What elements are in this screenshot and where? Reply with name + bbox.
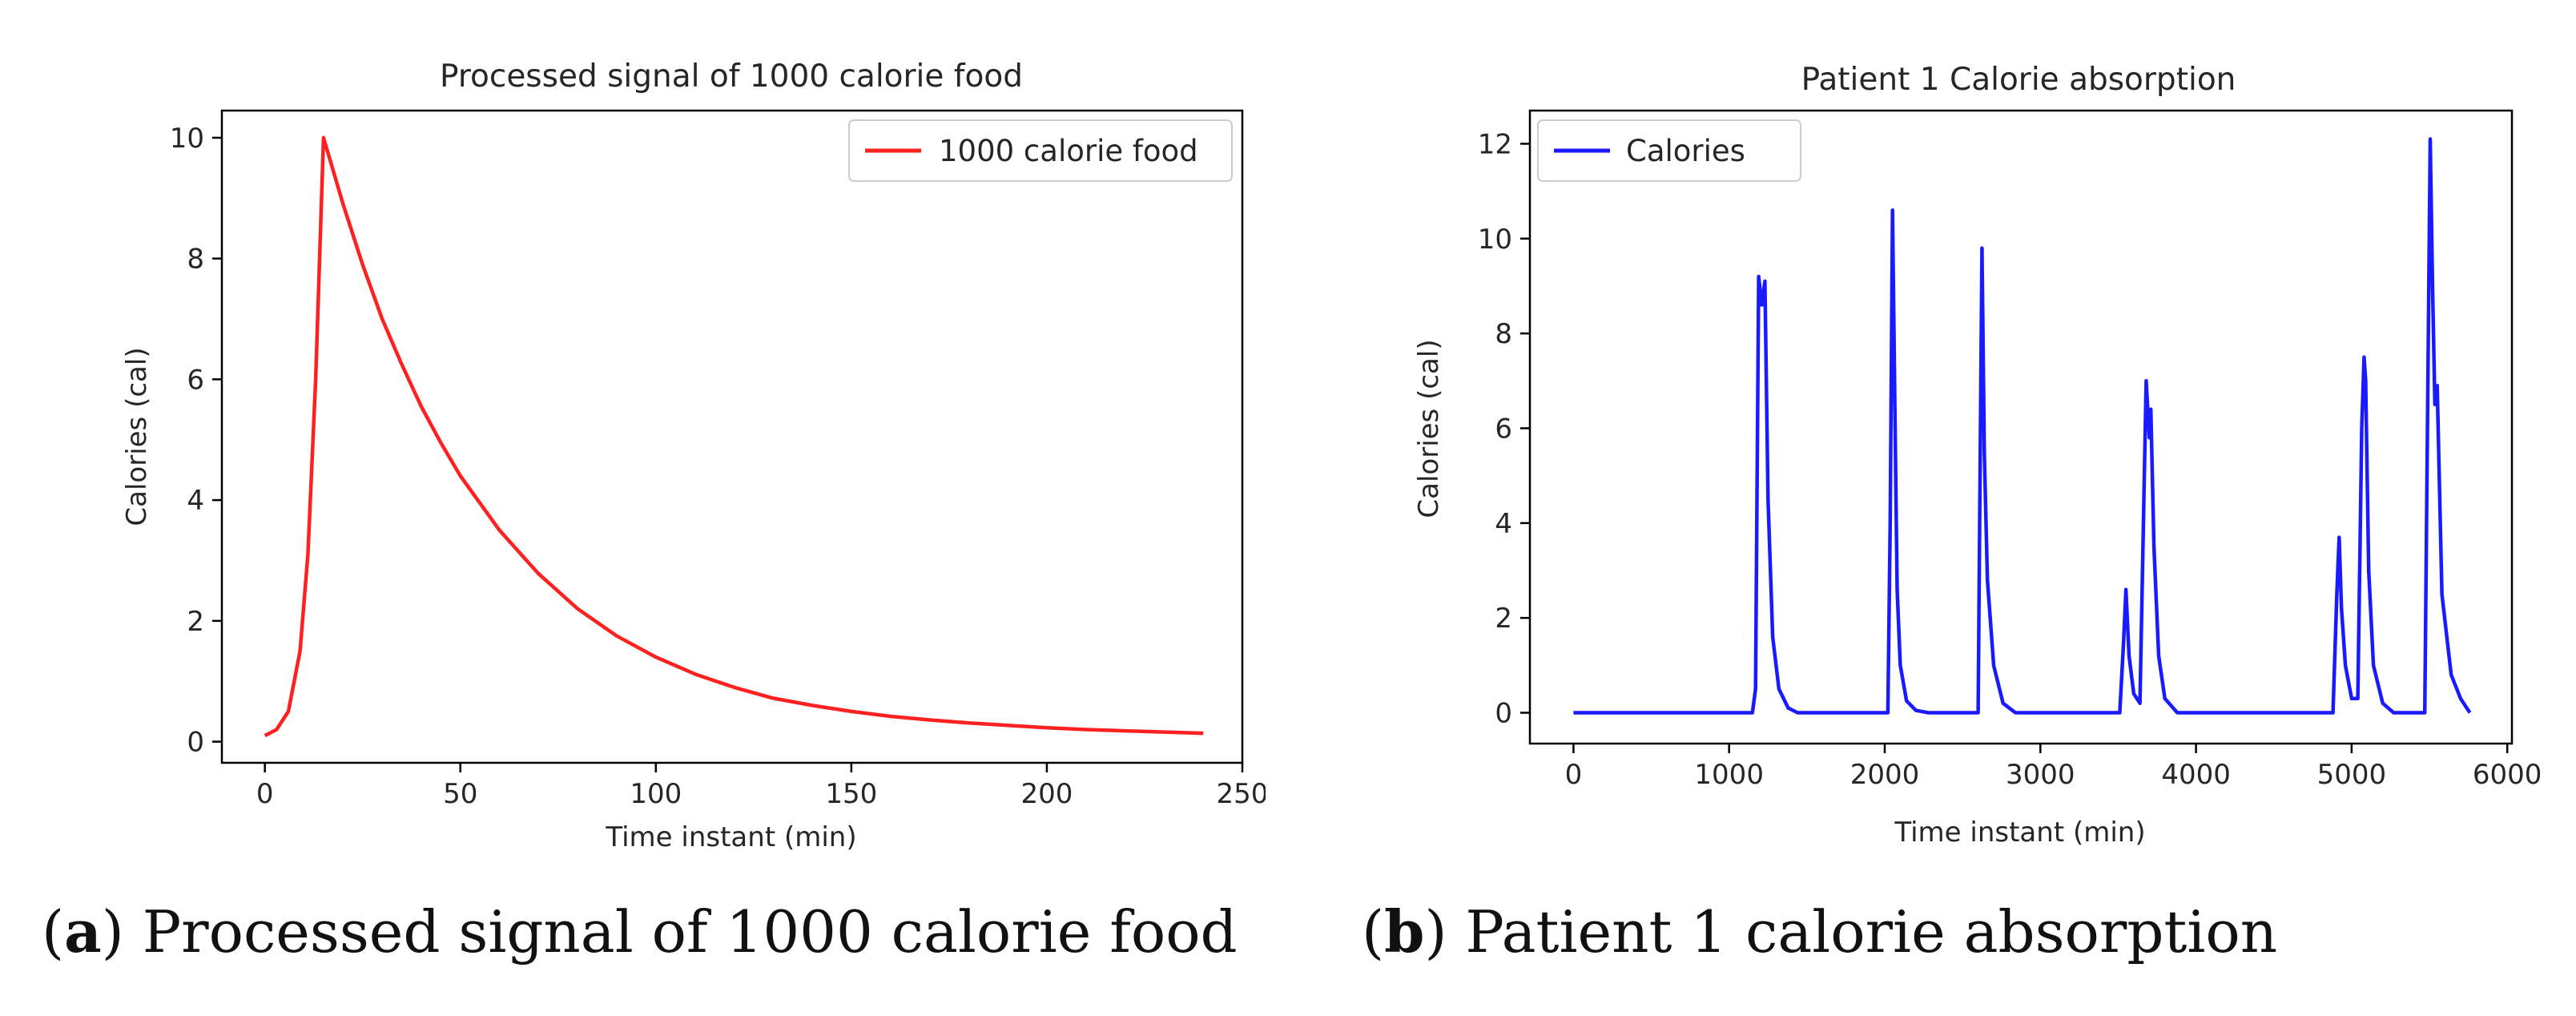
chart-1-ytick-label: 6 — [1495, 413, 1512, 445]
chart-b-xlabel: Time instant (min) — [1894, 816, 2145, 849]
caption-b: (b) Patient 1 calorie absorption — [1362, 897, 2278, 966]
chart-1-ytick-label: 10 — [1478, 224, 1512, 256]
chart-0-ytick-label: 4 — [187, 485, 204, 517]
chart-a-ylabel: Calories (cal) — [121, 347, 153, 526]
chart-b-legend: Calories — [1537, 119, 1801, 182]
caption-a-text: Processed signal of 1000 calorie food — [142, 898, 1238, 966]
chart-1-series-line — [1573, 137, 2472, 715]
chart-a-title: Processed signal of 1000 calorie food — [440, 58, 1023, 95]
chart-0-ytick-label: 6 — [187, 364, 204, 396]
chart-b-title: Patient 1 Calorie absorption — [1801, 62, 2236, 98]
caption-a: (a) Processed signal of 1000 calorie foo… — [42, 897, 1238, 966]
chart-1-xtick-label: 1000 — [1694, 759, 1764, 791]
chart-a-legend: 1000 calorie food — [848, 119, 1233, 182]
chart-a-legend-box — [848, 119, 1233, 182]
chart-0-xtick-label: 0 — [256, 778, 274, 810]
chart-a-legend-label: 1000 calorie food — [939, 134, 1198, 168]
chart-a-xlabel: Time instant (min) — [605, 821, 856, 853]
chart-b-legend-label: Calories — [1626, 134, 1745, 168]
chart-0-ytick-label: 8 — [187, 244, 204, 276]
chart-0-xtick-label: 150 — [825, 778, 877, 810]
chart-b-ylabel: Calories (cal) — [1413, 339, 1445, 518]
chart-0-xtick-label: 50 — [443, 778, 477, 810]
chart-1-ytick-label: 2 — [1495, 603, 1512, 635]
chart-b-legend-box — [1537, 119, 1801, 182]
caption-b-text: Patient 1 calorie absorption — [1465, 898, 2278, 966]
chart-1-xtick-label: 6000 — [2473, 759, 2542, 791]
chart-1-xtick-label: 0 — [1565, 759, 1583, 791]
chart-1-ytick-label: 0 — [1495, 698, 1512, 730]
caption-a-letter: a — [64, 897, 102, 966]
chart-0-xtick-label: 200 — [1020, 778, 1073, 810]
caption-b-letter: b — [1384, 897, 1425, 966]
chart-0-ytick-label: 0 — [187, 727, 204, 759]
chart-0-ytick-label: 10 — [170, 123, 204, 155]
chart-0-ytick-label: 2 — [187, 606, 204, 638]
chart-0-xtick-label: 250 — [1217, 778, 1266, 810]
chart-0-xtick-label: 100 — [630, 778, 682, 810]
chart-1-xtick-label: 3000 — [2006, 759, 2075, 791]
chart-1-ytick-label: 4 — [1495, 508, 1512, 540]
chart-1-xtick-label: 5000 — [2317, 759, 2387, 791]
chart-processed-signal: Processed signal of 1000 calorie food 0 5… — [121, 58, 1266, 853]
chart-b-plot-frame — [1528, 109, 2514, 745]
chart-1-xtick-label: 2000 — [1850, 759, 1920, 791]
chart-a-plot-frame — [220, 109, 1244, 764]
chart-1-ytick-label: 8 — [1495, 318, 1512, 350]
chart-0-series-line — [264, 135, 1204, 738]
chart-1-ytick-label: 12 — [1478, 128, 1512, 160]
chart-patient-absorption: Patient 1 Calorie absorption 0 1000 2000 30… — [1413, 62, 2542, 849]
chart-1-xtick-label: 4000 — [2161, 759, 2231, 791]
